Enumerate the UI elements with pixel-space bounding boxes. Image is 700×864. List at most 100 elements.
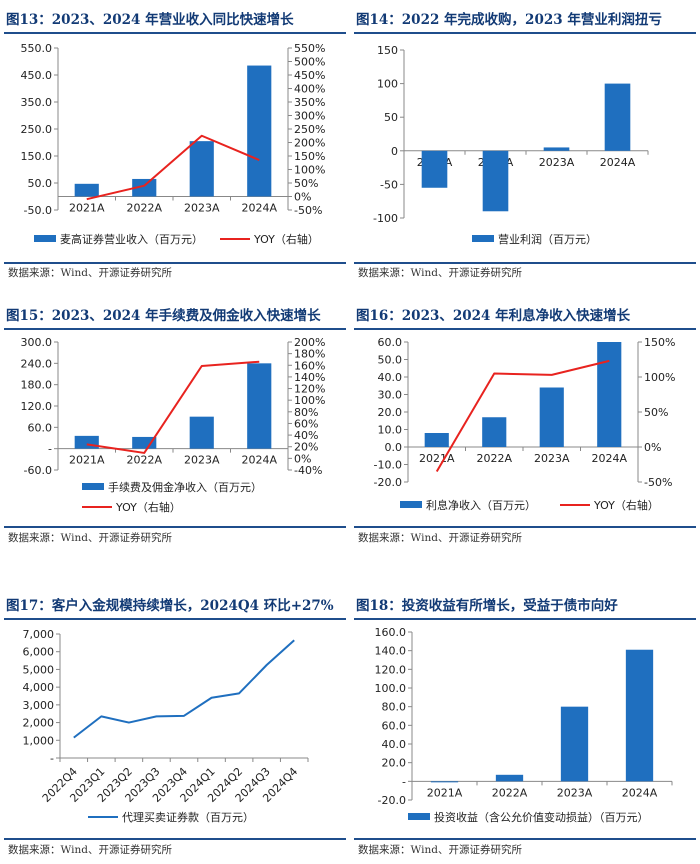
y-tick-label-right: 140% bbox=[294, 371, 325, 384]
y-tick-label-right: 300% bbox=[294, 110, 325, 123]
y-tick-label-left: 180.0 bbox=[21, 379, 53, 392]
y-tick-label-right: 150% bbox=[644, 336, 675, 349]
source-note: 数据来源：Wind、开源证券研究所 bbox=[8, 844, 172, 856]
y-tick-label-left: 150.0 bbox=[21, 150, 53, 163]
y-tick-label-left: 2,000 bbox=[23, 717, 55, 730]
bar bbox=[597, 342, 622, 447]
bar bbox=[421, 150, 448, 188]
y-tick-label-left: 100 bbox=[377, 78, 398, 91]
y-tick-label-right: 40% bbox=[294, 429, 318, 442]
y-tick-label-left: 20.0 bbox=[378, 406, 403, 419]
chart-title: 图14：2022 年完成收购，2023 年营业利润扭亏 bbox=[356, 12, 662, 28]
x-tick-label: 2024A bbox=[591, 452, 627, 465]
x-tick-label: 2023A bbox=[557, 786, 593, 799]
bar bbox=[247, 363, 272, 449]
y-tick-label-left: 0.0 bbox=[385, 441, 403, 454]
y-tick-label-right: 350% bbox=[294, 96, 325, 109]
y-tick-label-left: -20.0 bbox=[378, 794, 406, 807]
x-tick-label: 2022A bbox=[126, 202, 162, 215]
y-tick-label-right: 100% bbox=[294, 394, 325, 407]
y-tick-label-right: 0% bbox=[644, 441, 661, 454]
y-tick-label-left: 30.0 bbox=[378, 389, 403, 402]
y-tick-label-left: 4,000 bbox=[23, 681, 55, 694]
x-tick-label: 2023A bbox=[534, 452, 570, 465]
source-note: 数据来源：Wind、开源证券研究所 bbox=[8, 267, 172, 279]
y-tick-label-left: 350.0 bbox=[21, 96, 53, 109]
y-tick-label-left: 160.0 bbox=[375, 626, 407, 639]
y-tick-label-left: 550.0 bbox=[21, 42, 53, 55]
y-tick-label-left: 250.0 bbox=[21, 123, 53, 136]
y-tick-label-right: 250% bbox=[294, 123, 325, 136]
y-tick-label-right: 450% bbox=[294, 69, 325, 82]
y-tick-label-left: -50 bbox=[380, 178, 398, 191]
x-tick-label: 2023A bbox=[184, 454, 220, 467]
y-tick-label-right: 50% bbox=[644, 406, 668, 419]
source-note: 数据来源：Wind、开源证券研究所 bbox=[358, 267, 522, 279]
y-tick-label-right: 150% bbox=[294, 150, 325, 163]
legend-swatch-bar bbox=[34, 235, 56, 242]
series-line bbox=[86, 134, 260, 201]
y-tick-label-left: 7,000 bbox=[23, 628, 55, 641]
bar bbox=[74, 435, 99, 449]
source-note: 数据来源：Wind、开源证券研究所 bbox=[358, 532, 522, 544]
x-tick-label: 2022A bbox=[476, 452, 512, 465]
y-tick-label-right: 100% bbox=[294, 164, 325, 177]
chart-fig18: -20.0-20.040.060.080.0100.0120.0140.0160… bbox=[375, 626, 673, 824]
chart-title: 图17：客户入金规模持续增长，2024Q4 环比+27% bbox=[6, 598, 334, 614]
y-tick-label-right: 120% bbox=[294, 383, 325, 396]
y-tick-label-left: 3,000 bbox=[23, 699, 55, 712]
x-tick-label: 2023A bbox=[184, 202, 220, 215]
y-tick-label-left: 40.0 bbox=[378, 371, 403, 384]
panel-fig18: 图18：投资收益有所增长，受益于债市向好 -20.0-20.0 40.0 60.0 8… bbox=[352, 594, 698, 864]
y-tick-label-left: 50 bbox=[384, 111, 398, 124]
y-tick-label-left: - bbox=[48, 443, 52, 456]
y-tick-label-left: 5,000 bbox=[23, 663, 55, 676]
bar bbox=[430, 781, 459, 783]
y-tick-label-right: 200% bbox=[294, 336, 325, 349]
y-tick-label-right: 0% bbox=[294, 191, 311, 204]
panel-fig14: 图14：2022 年完成收购，2023 年营业利润扭亏 -100 -50 0 50 10… bbox=[352, 8, 698, 280]
y-tick-label-left: 450.0 bbox=[21, 69, 53, 82]
chart-title: 图13：2023、2024 年营业收入同比快速增长 bbox=[6, 12, 294, 28]
x-tick-label: 2022A bbox=[126, 454, 162, 467]
legend-label: 麦高证券营业收入（百万元） bbox=[60, 232, 203, 246]
legend-label: 营业利润（百万元） bbox=[498, 232, 597, 246]
series-line bbox=[435, 359, 610, 473]
legend-swatch-bar bbox=[82, 483, 104, 490]
y-tick-label-left: 100.0 bbox=[375, 682, 407, 695]
bar bbox=[543, 147, 570, 151]
y-tick-label-left: - bbox=[402, 775, 406, 788]
y-tick-label-left: 1,000 bbox=[23, 734, 55, 747]
x-tick-label: 2021A bbox=[69, 454, 105, 467]
chart-fig17: -1,0002,0003,0004,0005,0006,0007,0002022… bbox=[23, 628, 309, 824]
legend-swatch-bar bbox=[408, 813, 430, 820]
y-tick-label-right: -50% bbox=[294, 204, 322, 217]
bar bbox=[482, 417, 507, 447]
panel-fig17: 图17：客户入金规模持续增长，2024Q4 环比+27% - 1,000 2,000… bbox=[2, 594, 348, 864]
x-tick-label: 2021A bbox=[419, 452, 455, 465]
chart-fig15: -60.0-60.0120.0180.0240.0300.0-40%0%20%4… bbox=[21, 336, 326, 514]
y-tick-label-right: 0% bbox=[294, 452, 311, 465]
y-tick-label-left: 6,000 bbox=[23, 646, 55, 659]
chart-fig16: -20.0 -10.0 0.0 10.0 20.0 30.0 40.0 50.0 60.0 -50… bbox=[374, 336, 676, 512]
y-tick-label-left: - bbox=[50, 752, 54, 765]
x-tick-label: 2024A bbox=[241, 202, 277, 215]
bar bbox=[74, 183, 99, 197]
x-tick-label: 2024A bbox=[241, 454, 277, 467]
y-tick-label-left: 120.0 bbox=[375, 663, 407, 676]
y-tick-label-right: 500% bbox=[294, 56, 325, 69]
y-tick-label-left: 10.0 bbox=[378, 424, 403, 437]
legend-swatch-bar bbox=[400, 501, 422, 508]
y-tick-label-right: -50% bbox=[644, 476, 672, 489]
y-tick-label-right: 400% bbox=[294, 83, 325, 96]
y-tick-label-right: 80% bbox=[294, 406, 318, 419]
y-tick-label-left: 140.0 bbox=[375, 645, 407, 658]
y-tick-label-right: 50% bbox=[294, 177, 318, 190]
bar bbox=[482, 150, 509, 212]
y-tick-label-right: 100% bbox=[644, 371, 675, 384]
bar bbox=[604, 83, 631, 151]
y-tick-label-left: -100 bbox=[373, 212, 398, 225]
y-tick-label-left: 150 bbox=[377, 44, 398, 57]
chart-fig13: -50.0 50.0 150.0 250.0 350.0 450.0 550.0 -50%0%… bbox=[21, 42, 326, 246]
y-tick-label-left: 80.0 bbox=[382, 701, 407, 714]
